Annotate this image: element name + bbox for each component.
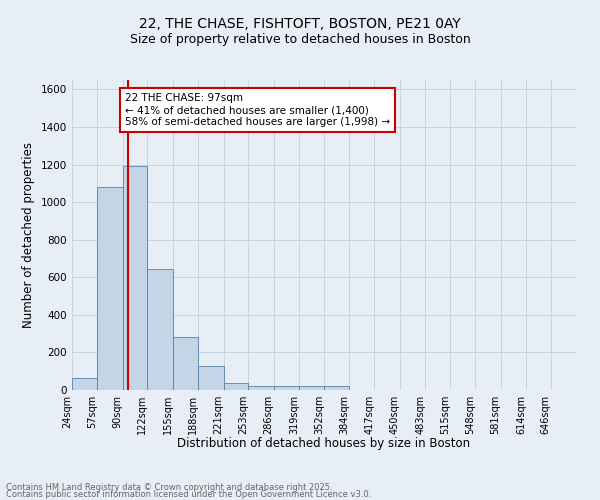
Bar bbox=[325, 386, 349, 390]
Bar bbox=[198, 366, 224, 390]
Text: Contains public sector information licensed under the Open Government Licence v3: Contains public sector information licen… bbox=[6, 490, 371, 499]
Text: 22, THE CHASE, FISHTOFT, BOSTON, PE21 0AY: 22, THE CHASE, FISHTOFT, BOSTON, PE21 0A… bbox=[139, 18, 461, 32]
Bar bbox=[173, 338, 198, 390]
Y-axis label: Number of detached properties: Number of detached properties bbox=[22, 142, 35, 328]
Bar bbox=[274, 386, 299, 390]
Text: 22 THE CHASE: 97sqm
← 41% of detached houses are smaller (1,400)
58% of semi-det: 22 THE CHASE: 97sqm ← 41% of detached ho… bbox=[125, 94, 390, 126]
X-axis label: Distribution of detached houses by size in Boston: Distribution of detached houses by size … bbox=[178, 437, 470, 450]
Bar bbox=[148, 269, 173, 390]
Bar bbox=[97, 187, 123, 390]
Bar bbox=[248, 386, 274, 390]
Bar bbox=[72, 378, 97, 390]
Bar bbox=[299, 386, 325, 390]
Text: Contains HM Land Registry data © Crown copyright and database right 2025.: Contains HM Land Registry data © Crown c… bbox=[6, 484, 332, 492]
Bar bbox=[123, 166, 148, 390]
Text: Size of property relative to detached houses in Boston: Size of property relative to detached ho… bbox=[130, 32, 470, 46]
Bar bbox=[224, 383, 248, 390]
